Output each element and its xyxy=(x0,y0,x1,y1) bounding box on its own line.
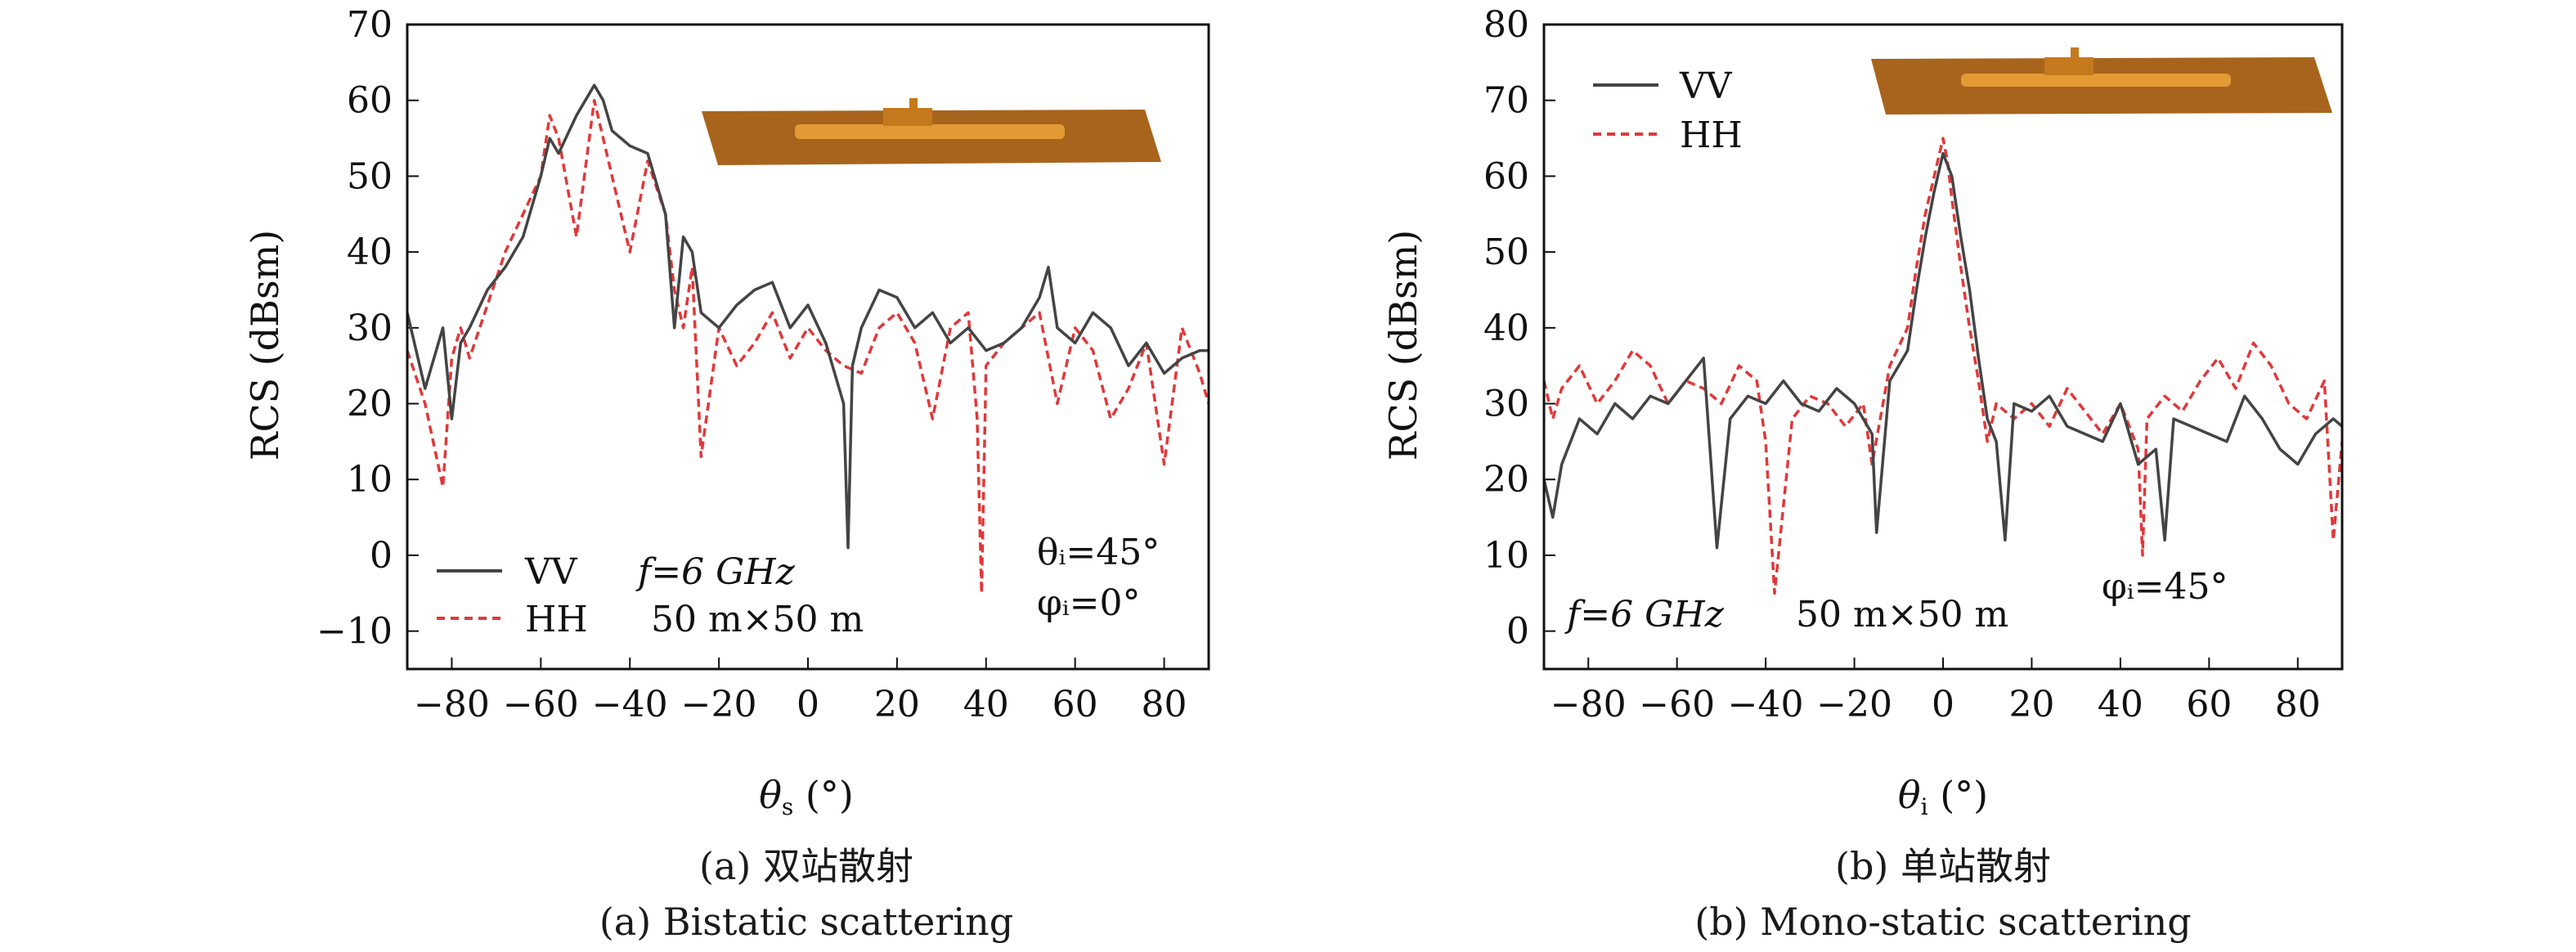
annotation-frequency: f=6 GHz xyxy=(1564,594,1725,635)
ship-hull xyxy=(1961,74,2231,87)
y-tick-label: 20 xyxy=(347,384,393,425)
bistatic-plot: −80 −60 −40 −20 0 20 40 60 80−10010203040506070 … xyxy=(243,4,1210,820)
x-tick-label: −80 xyxy=(1551,684,1627,725)
monostatic-plot: −80 −60 −40 −20 0 20 40 60 80 0 10 20 30 40 50 60 70 80 V… xyxy=(1381,4,2344,820)
y-tick-label: 40 xyxy=(1483,308,1529,349)
x-tick-label: 60 xyxy=(2186,684,2232,725)
y-tick-label: 70 xyxy=(1483,80,1529,122)
annotation-incident-phi: φᵢ=45° xyxy=(2102,566,2228,608)
monostatic-series xyxy=(1542,137,2344,595)
bistatic-x-symbol: θ xyxy=(759,773,782,817)
monostatic-axes: −80 −60 −40 −20 0 20 40 60 80 0 10 20 30 40 50 60 70 80 xyxy=(1483,4,2321,725)
x-tick-label: 60 xyxy=(1052,684,1098,725)
bistatic-series xyxy=(406,83,1210,595)
ship-superstructure xyxy=(2044,57,2094,75)
bistatic-legend: VV HH xyxy=(437,551,588,640)
y-tick-label: 50 xyxy=(1483,231,1529,273)
bistatic-frame xyxy=(406,23,1210,671)
x-tick-label: −20 xyxy=(1816,684,1892,725)
y-tick-label: 80 xyxy=(1483,4,1529,46)
bistatic-y-axis-label: RCS (dBsm) xyxy=(243,230,287,460)
legend-vv-label: VV xyxy=(1679,65,1733,107)
series-line-vv xyxy=(406,83,1209,550)
monostatic-x-symbol: θ xyxy=(1898,773,1921,817)
bistatic-x-unit: (°) xyxy=(793,773,854,817)
legend-vv-label: VV xyxy=(524,551,578,593)
caption-a-chinese: (a) 双站散射 xyxy=(699,844,913,888)
series-line-hh xyxy=(1542,137,2344,595)
y-tick-label: 30 xyxy=(347,308,393,349)
x-tick-label: 0 xyxy=(797,684,819,725)
monostatic-legend: VV HH xyxy=(1593,65,1743,156)
series-line-hh xyxy=(406,98,1210,595)
y-tick-label: 60 xyxy=(347,80,393,122)
x-tick-label: 80 xyxy=(1142,684,1187,725)
annotation-surface-size: 50 m×50 m xyxy=(651,599,864,640)
y-tick-label: 30 xyxy=(1483,384,1529,425)
y-tick-label: 0 xyxy=(1506,611,1529,653)
caption-b-chinese: (b) 单站散射 xyxy=(1835,844,2051,888)
monostatic-x-subscript: i xyxy=(1921,793,1928,820)
x-tick-label: −40 xyxy=(1728,684,1804,725)
ship-mast xyxy=(2071,47,2079,59)
series-line-vv xyxy=(1542,151,2344,550)
ship-model-inset xyxy=(1871,47,2332,115)
ship-superstructure xyxy=(883,108,932,126)
monostatic-annotations: f=6 GHz 50 m×50 m φᵢ=45° xyxy=(1564,566,2228,635)
x-tick-label: −80 xyxy=(414,684,490,725)
y-tick-label: 60 xyxy=(1483,155,1529,197)
ship-model-inset xyxy=(702,98,1161,165)
legend-hh-label: HH xyxy=(525,599,588,640)
caption-a-english: (a) Bistatic scattering xyxy=(599,900,1014,944)
annotation-frequency: f=6 GHz xyxy=(635,551,796,593)
y-tick-label: 70 xyxy=(347,4,393,46)
bistatic-annotations: f=6 GHz 50 m×50 m θᵢ=45° φᵢ=0° xyxy=(635,532,1160,640)
caption-b-english: (b) Mono-static scattering xyxy=(1694,900,2192,944)
annotation-incident-phi: φᵢ=0° xyxy=(1037,582,1141,624)
bistatic-axes: −80 −60 −40 −20 0 20 40 60 80 −10 0 10 20 30 40 50 60 70 xyxy=(316,4,1187,725)
x-tick-label: 80 xyxy=(2275,684,2321,725)
y-tick-label: 40 xyxy=(347,231,393,273)
x-tick-label: 40 xyxy=(2098,684,2143,725)
y-tick-label: 50 xyxy=(347,155,393,197)
annotation-incident-theta: θᵢ=45° xyxy=(1037,532,1160,573)
monostatic-x-axis-label: θi (°) xyxy=(1898,773,1988,820)
annotation-surface-size: 50 m×50 m xyxy=(1796,594,2008,635)
x-tick-label: −60 xyxy=(503,684,579,725)
x-tick-label: −60 xyxy=(1639,684,1715,725)
x-tick-label: 20 xyxy=(874,684,920,725)
x-tick-label: −40 xyxy=(592,684,668,725)
y-tick-label: 10 xyxy=(347,459,393,501)
ship-hull xyxy=(795,124,1065,139)
bistatic-x-axis-label: θs (°) xyxy=(759,773,854,820)
legend-hh-label: HH xyxy=(1680,115,1743,156)
x-tick-label: −20 xyxy=(681,684,757,725)
x-tick-label: 0 xyxy=(1932,684,1954,725)
y-tick-label: 10 xyxy=(1483,535,1529,577)
monostatic-frame xyxy=(1542,23,2344,671)
y-tick-label: 0 xyxy=(370,535,393,577)
monostatic-x-unit: (°) xyxy=(1928,773,1989,817)
ship-mast xyxy=(909,98,918,110)
bistatic-x-subscript: s xyxy=(782,793,793,820)
monostatic-y-axis-label: RCS (dBsm) xyxy=(1381,230,1425,460)
x-tick-label: 40 xyxy=(963,684,1009,725)
y-tick-label: −10 xyxy=(316,611,393,653)
y-tick-label: 20 xyxy=(1483,459,1529,501)
x-tick-label: 20 xyxy=(2008,684,2054,725)
